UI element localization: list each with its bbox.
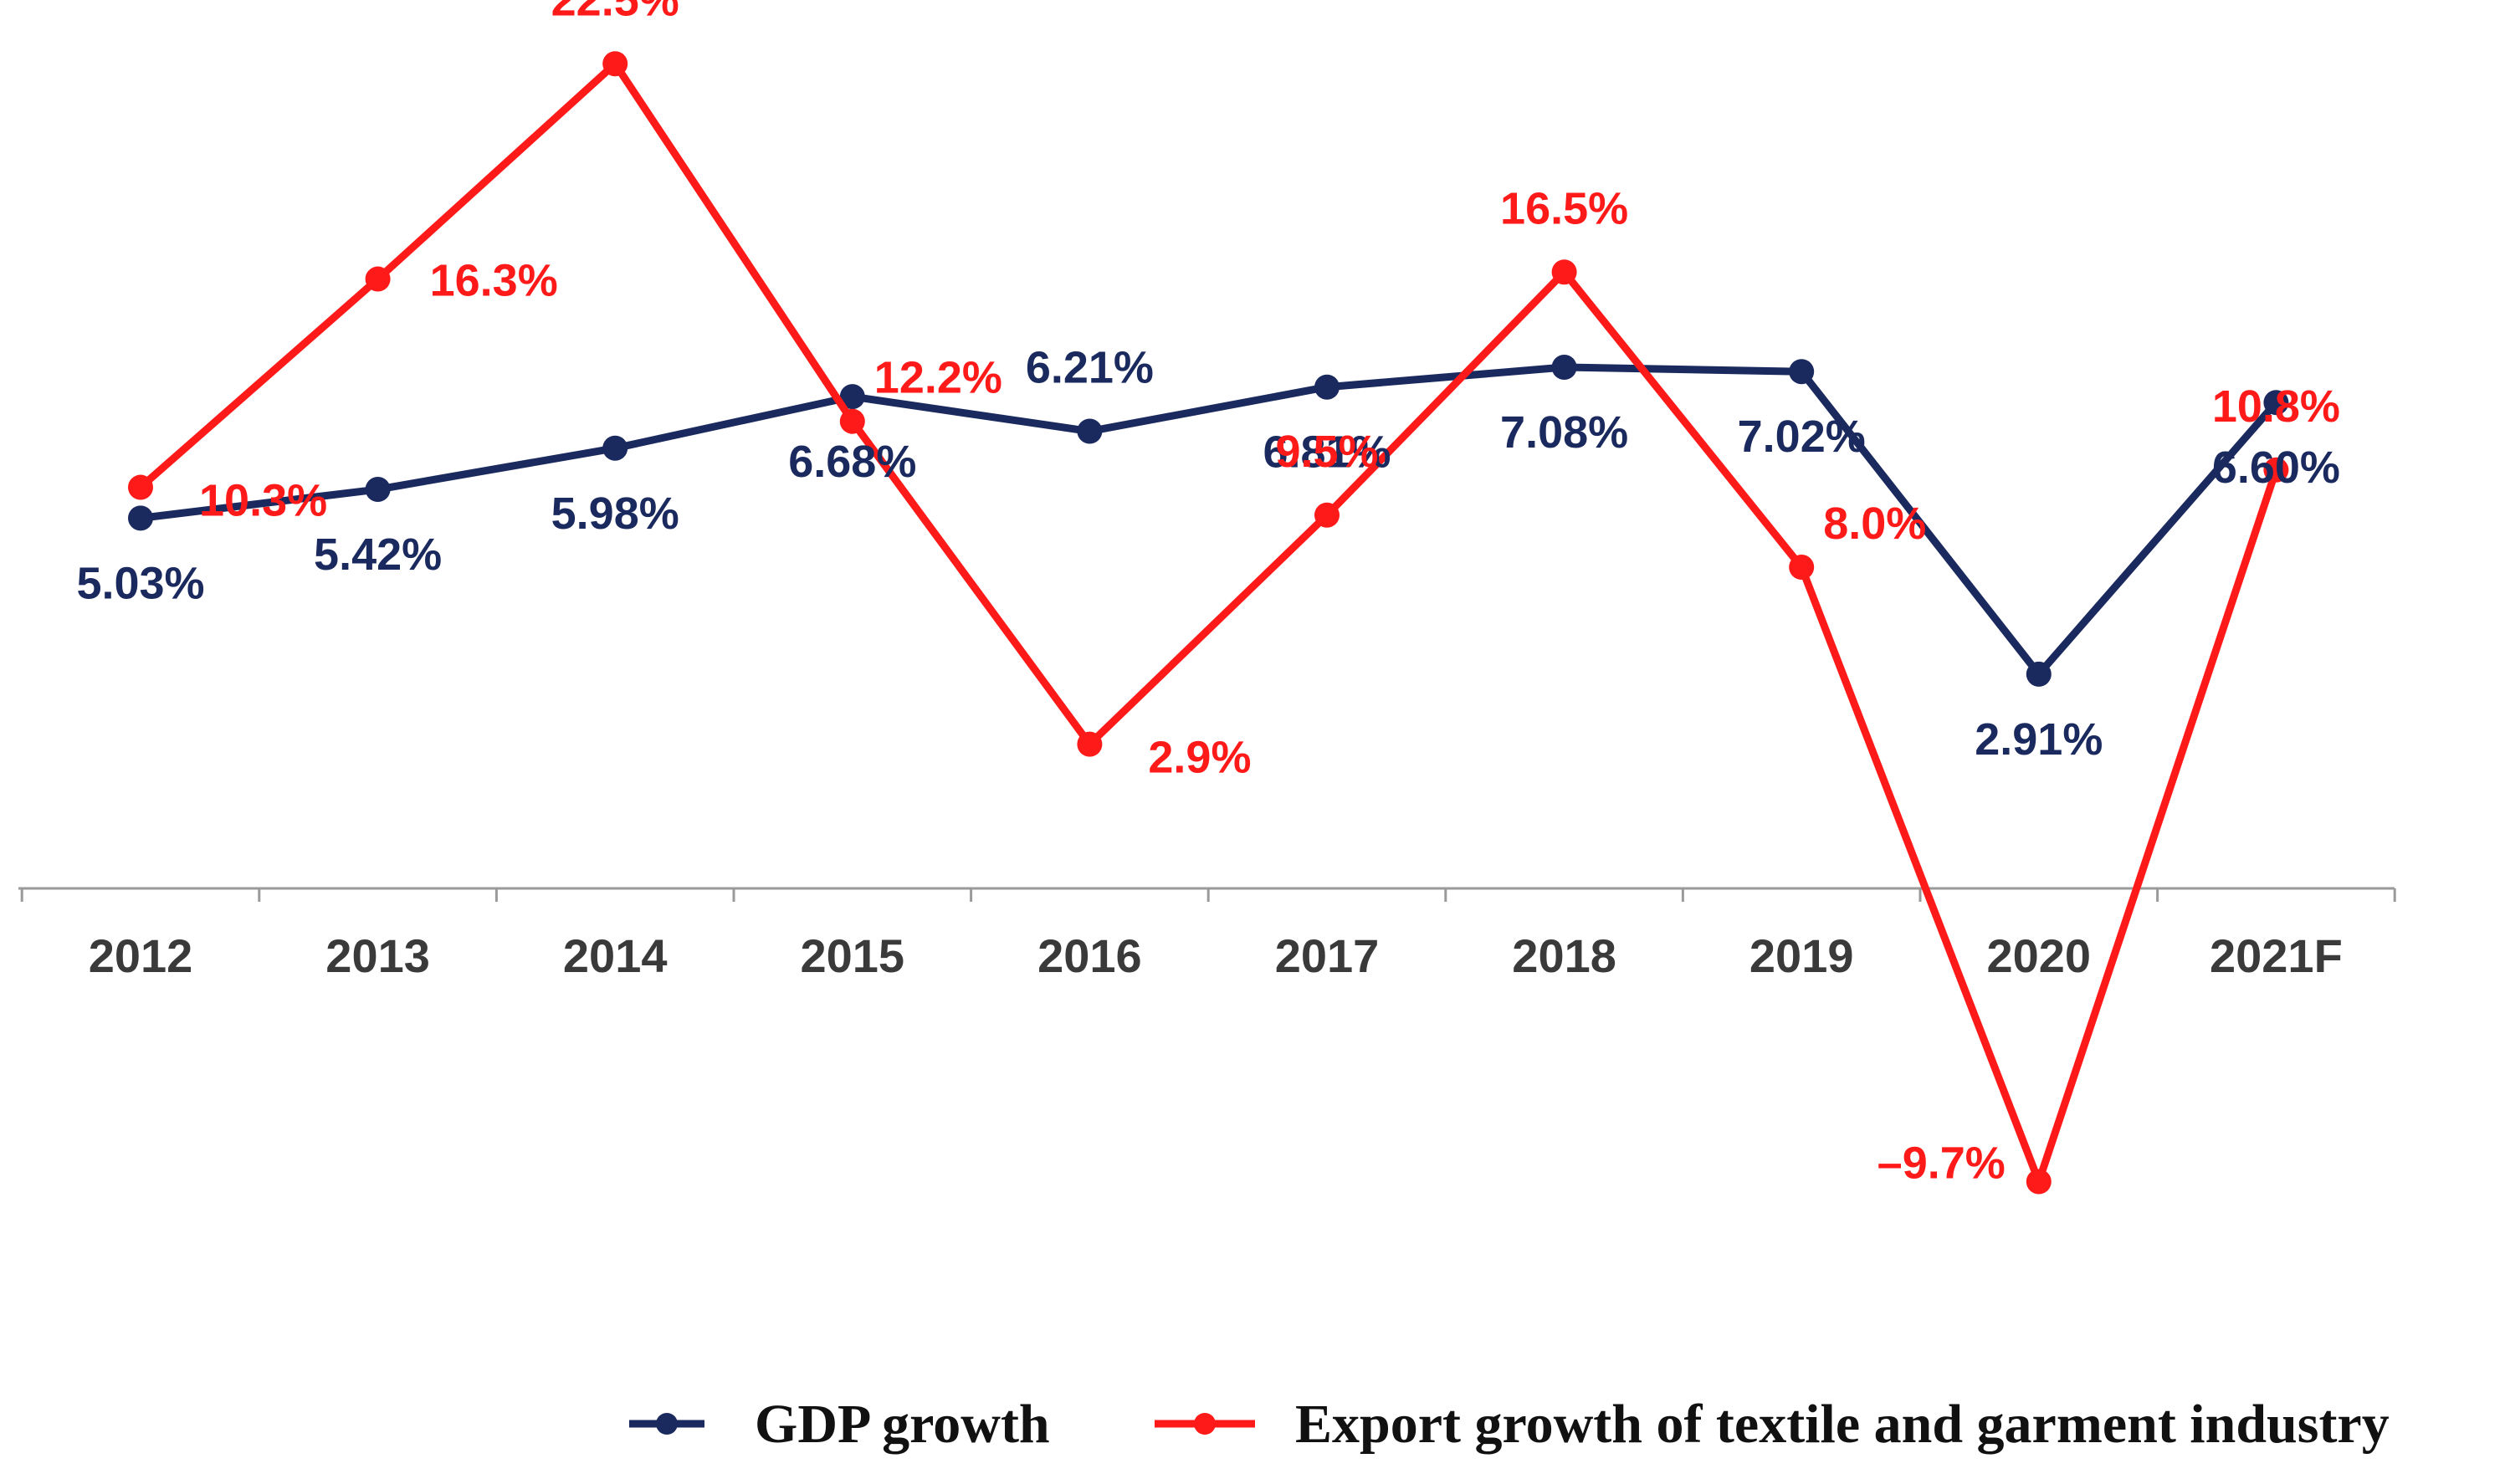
legend-export-label: Export growth of textile and garment ind… — [1295, 1394, 2390, 1455]
export-data-label-2020: –9.7% — [1877, 1139, 2006, 1189]
x-tick-label-2014: 2014 — [563, 929, 668, 982]
export-line — [136, 59, 2280, 1186]
gdp-point-2012 — [128, 505, 153, 531]
export-point-2018 — [1551, 259, 1577, 285]
x-tick-label-2021f: 2021F — [2210, 929, 2343, 982]
gdp-point-2014 — [602, 435, 628, 461]
export-point-2013 — [365, 266, 391, 292]
export-point-2020 — [2026, 1169, 2052, 1195]
export-data-label-2016: 2.9% — [1148, 733, 1251, 783]
x-tick-label-2017: 2017 — [1275, 929, 1380, 982]
export-data-label-2019: 8.0% — [1823, 499, 1926, 549]
x-tick-label-2012: 2012 — [89, 929, 193, 982]
export-point-2015 — [839, 408, 865, 434]
export-point-2021f — [2263, 457, 2289, 483]
gdp-point-2015 — [839, 384, 865, 410]
legend-gdp-marker — [656, 1413, 678, 1435]
legend-gdp-label: GDP growth — [755, 1394, 1050, 1455]
x-tick-label-2020: 2020 — [1987, 929, 2092, 982]
gdp-point-2016 — [1077, 418, 1103, 444]
x-tick-label-2015: 2015 — [801, 929, 905, 982]
gdp-data-label-2017: 6.81% — [1263, 427, 1391, 478]
gdp-data-label-2018: 7.08% — [1500, 407, 1628, 458]
gdp-point-2019 — [1789, 359, 1815, 385]
export-series — [128, 51, 2289, 1195]
gdp-data-label-2013: 5.42% — [314, 530, 442, 580]
gdp-series — [128, 354, 2289, 687]
gdp-data-label-2015: 6.68% — [788, 437, 916, 487]
export-data-label-2012: 10.3% — [199, 476, 327, 526]
gdp-point-2017 — [1314, 374, 1340, 400]
export-point-2017 — [1314, 502, 1340, 528]
export-point-2014 — [602, 51, 628, 77]
export-data-label-2021f: 10.8% — [2212, 381, 2340, 432]
gdp-data-label-2012: 5.03% — [76, 558, 204, 608]
gdp-point-2020 — [2026, 661, 2052, 687]
export-data-label-2014: 22.5% — [551, 0, 679, 25]
export-point-2016 — [1077, 731, 1103, 757]
gdp-point-2013 — [365, 477, 391, 503]
export-data-label-2018: 16.5% — [1500, 183, 1628, 233]
x-tick-label-2016: 2016 — [1037, 929, 1142, 982]
x-tick-label-2019: 2019 — [1749, 929, 1854, 982]
legend: GDP growth Export growth of textile and … — [629, 1394, 2390, 1455]
data-labels: 5.03% 5.42% 5.98% 6.68% 6.21% 6.81% 7.08% 7.02%… — [76, 0, 2340, 1189]
export-point-2012 — [128, 474, 153, 500]
x-axis: 2012 2013 2014 2015 2016 2017 2018 2019 2020 2021… — [18, 887, 2396, 982]
gdp-point-2018 — [1551, 354, 1577, 380]
gdp-line — [136, 363, 2280, 678]
gdp-point-2021f — [2263, 390, 2289, 416]
export-point-2019 — [1789, 555, 1815, 580]
x-tick-label-2018: 2018 — [1512, 929, 1616, 982]
gdp-data-label-2016: 6.21% — [1026, 343, 1154, 393]
gdp-data-label-2014: 5.98% — [551, 489, 679, 539]
export-data-label-2017: 9.5% — [1275, 427, 1378, 477]
gdp-data-label-2019: 7.02% — [1738, 412, 1866, 462]
legend-export-marker — [1194, 1413, 1216, 1435]
gdp-data-label-2021f: 6.60% — [2212, 443, 2340, 493]
export-data-label-2013: 16.3% — [430, 256, 558, 306]
export-data-label-2015: 12.2% — [874, 353, 1002, 403]
gdp-data-label-2020: 2.91% — [1975, 714, 2103, 765]
x-tick-label-2013: 2013 — [325, 929, 430, 982]
